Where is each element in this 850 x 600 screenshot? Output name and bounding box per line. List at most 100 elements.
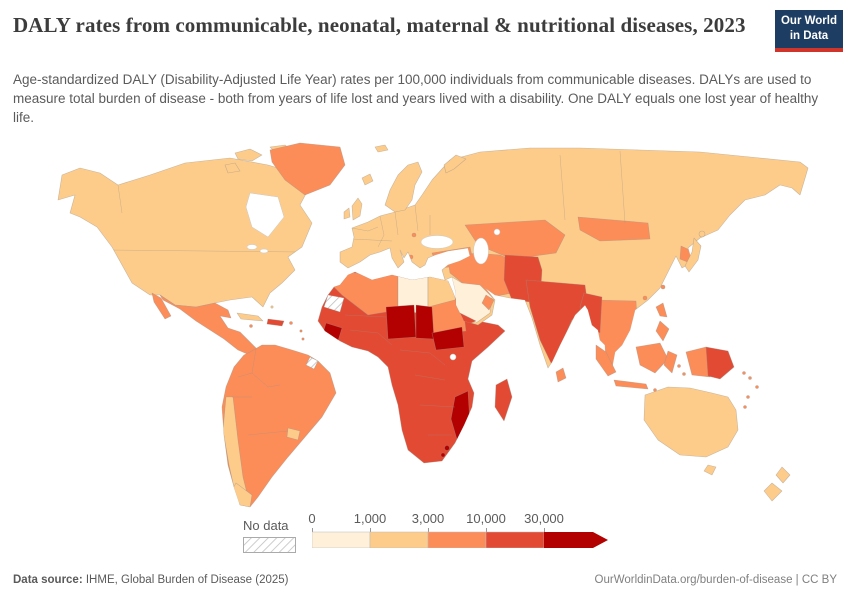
black-sea: [420, 235, 454, 249]
region-maluku[interactable]: [682, 372, 686, 376]
legend-tick: 10,000: [466, 511, 506, 526]
region-philippines-south[interactable]: [655, 320, 670, 342]
owid-logo-text: Our World in Data: [775, 10, 843, 48]
data-source: Data source: IHME, Global Burden of Dise…: [13, 574, 289, 586]
choropleth-map-svg: [57, 142, 809, 508]
region-java[interactable]: [613, 379, 649, 390]
region-philippines-north[interactable]: [655, 302, 668, 318]
region-mexico-central-america[interactable]: [151, 292, 305, 357]
region-sri-lanka[interactable]: [555, 367, 567, 383]
page-title: DALY rates from communicable, neonatal, …: [13, 13, 746, 37]
region-borneo[interactable]: [635, 342, 669, 374]
region-canada-usa[interactable]: [57, 157, 313, 308]
region-japan[interactable]: [684, 237, 702, 273]
pacific-island[interactable]: [743, 405, 747, 409]
region-north-america[interactable]: [57, 144, 319, 308]
region-south-america-base[interactable]: [221, 344, 337, 508]
region-cuba[interactable]: [236, 312, 264, 322]
region-french-guiana-no-data[interactable]: [305, 356, 319, 370]
no-data-label: No data: [243, 518, 289, 533]
africa-internal-borders: [344, 314, 456, 436]
region-eswatini[interactable]: [444, 445, 450, 451]
credit-line[interactable]: OurWorldinData.org/burden-of-disease | C…: [594, 574, 837, 586]
region-antilles[interactable]: [299, 329, 303, 333]
region-lesotho[interactable]: [440, 452, 446, 458]
arctic-island[interactable]: [234, 148, 263, 162]
region-puerto-rico[interactable]: [289, 321, 293, 325]
no-data-swatch[interactable]: [243, 537, 296, 553]
legend-bucket-3[interactable]: [485, 531, 545, 549]
region-india[interactable]: [525, 279, 589, 366]
region-mexico[interactable]: [159, 294, 260, 357]
owid-logo[interactable]: Our World in Data: [775, 10, 843, 52]
region-africa[interactable]: [317, 271, 513, 464]
region-papua-indonesia[interactable]: [685, 346, 711, 378]
legend-bucket-0[interactable]: [311, 531, 371, 549]
pacific-island[interactable]: [755, 385, 759, 389]
map-legend: No data 0 1,000 3,000 10,000 30,000: [243, 511, 610, 553]
owid-logo-line2: in Data: [789, 30, 829, 42]
region-sulawesi[interactable]: [663, 350, 678, 374]
legend-bucket-4-arrow[interactable]: [544, 532, 608, 548]
lake-victoria: [449, 353, 457, 361]
data-source-text: IHME, Global Burden of Disease (2025): [82, 574, 289, 586]
region-baja[interactable]: [151, 292, 172, 320]
region-maluku[interactable]: [677, 364, 681, 368]
caspian-sea: [473, 237, 489, 265]
legend-color-bar: [311, 528, 608, 549]
region-bahamas[interactable]: [270, 305, 274, 309]
region-novaya-zemlya[interactable]: [443, 154, 467, 174]
region-sumatra[interactable]: [595, 344, 617, 377]
region-antilles[interactable]: [301, 337, 305, 341]
border-us-canada: [109, 249, 301, 253]
region-australia[interactable]: [643, 386, 739, 458]
region-uruguay[interactable]: [286, 427, 301, 441]
region-taiwan[interactable]: [660, 284, 666, 290]
great-lakes-2: [259, 248, 269, 254]
region-united-kingdom[interactable]: [351, 197, 363, 221]
region-myanmar[interactable]: [579, 292, 603, 334]
region-haiti-dominican[interactable]: [266, 318, 285, 327]
region-jamaica[interactable]: [249, 324, 253, 328]
owid-logo-line1: Our World: [780, 15, 837, 28]
owid-logo-accent-bar: [775, 48, 843, 52]
region-niger[interactable]: [385, 304, 417, 340]
legend-tick-labels: 0 1,000 3,000 10,000 30,000: [308, 511, 610, 528]
region-madagascar[interactable]: [494, 378, 513, 422]
region-mongolia[interactable]: [577, 216, 651, 242]
sa-internal-borders: [232, 348, 289, 436]
region-eurasia[interactable]: [339, 147, 809, 369]
region-pacific-islands[interactable]: [742, 371, 759, 409]
legend-bucket-2[interactable]: [427, 531, 487, 549]
region-albania[interactable]: [408, 254, 414, 260]
region-south-america[interactable]: [221, 344, 337, 508]
arctic-island[interactable]: [224, 162, 241, 174]
pacific-island[interactable]: [746, 395, 750, 399]
region-hokkaido[interactable]: [698, 230, 706, 238]
hudson-bay: [245, 192, 285, 238]
pacific-island[interactable]: [748, 376, 752, 380]
region-hainan[interactable]: [642, 295, 648, 301]
legend-tick: 3,000: [411, 511, 445, 526]
region-scandinavia[interactable]: [384, 161, 423, 213]
region-svalbard[interactable]: [374, 144, 389, 153]
legend-tick: 0: [308, 511, 316, 526]
region-south-sudan[interactable]: [431, 326, 465, 351]
region-western-sahara-no-data[interactable]: [323, 294, 345, 313]
chart-footer: Data source: IHME, Global Burden of Dise…: [0, 574, 850, 586]
great-lakes: [246, 244, 258, 250]
region-chad[interactable]: [415, 304, 435, 340]
region-greenland[interactable]: [269, 142, 346, 196]
region-iceland[interactable]: [361, 173, 374, 186]
region-ireland[interactable]: [343, 207, 351, 220]
region-new-zealand-south[interactable]: [763, 482, 783, 502]
region-papua-new-guinea[interactable]: [705, 346, 735, 380]
data-source-label: Data source:: [13, 574, 83, 586]
region-oman[interactable]: [481, 294, 495, 311]
pacific-island[interactable]: [742, 371, 746, 375]
border-alaska-canada: [117, 184, 123, 214]
legend-bucket-1[interactable]: [369, 531, 429, 549]
region-tasmania[interactable]: [703, 464, 717, 476]
region-new-zealand-north[interactable]: [775, 466, 791, 484]
region-moldova[interactable]: [411, 232, 417, 238]
